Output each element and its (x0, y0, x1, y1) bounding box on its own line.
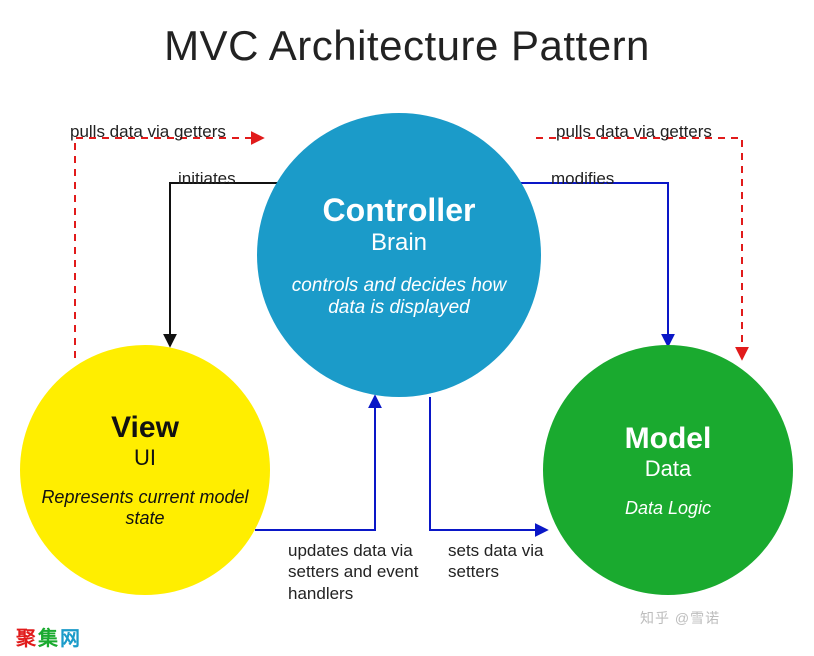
edge-label-pulls-right: pulls data via getters (556, 121, 712, 142)
edge-updates (255, 397, 375, 530)
controller-description: controls and decides how data is display… (283, 275, 516, 319)
edge-label-sets: sets data via setters (448, 540, 548, 583)
edge-label-updates: updates data via setters and event handl… (288, 540, 438, 604)
model-title: Model (625, 422, 712, 456)
edge-modifies (519, 183, 668, 345)
model-subtitle: Data (645, 456, 691, 482)
controller-subtitle: Brain (371, 229, 427, 257)
edge-sets (430, 397, 546, 530)
page-title: MVC Architecture Pattern (0, 22, 814, 70)
edge-label-modifies: modifies (551, 168, 614, 189)
view-subtitle: UI (134, 445, 156, 471)
corner-logo: 聚集网 (16, 622, 82, 651)
view-node: View UI Represents current model state (20, 345, 270, 595)
edge-label-pulls-left: pulls data via getters (70, 121, 226, 142)
edge-label-initiates: initiates (178, 168, 236, 189)
watermark-text: 知乎 @雪诺 (640, 608, 720, 628)
controller-title: Controller (323, 192, 476, 229)
model-description: Data Logic (625, 498, 711, 519)
view-title: View (111, 411, 179, 445)
view-description: Represents current model state (39, 487, 252, 529)
controller-node: Controller Brain controls and decides ho… (257, 113, 541, 397)
model-node: Model Data Data Logic (543, 345, 793, 595)
